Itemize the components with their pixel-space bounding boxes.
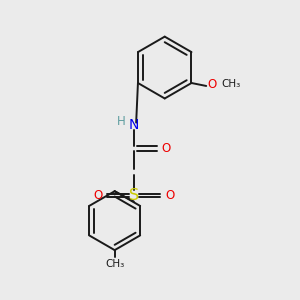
Text: CH₃: CH₃ bbox=[105, 259, 124, 269]
Text: H: H bbox=[117, 115, 126, 128]
Text: S: S bbox=[129, 188, 139, 203]
Text: O: O bbox=[93, 189, 103, 202]
Text: CH₃: CH₃ bbox=[221, 80, 240, 89]
Text: O: O bbox=[208, 78, 217, 91]
Text: O: O bbox=[165, 189, 174, 202]
Text: N: N bbox=[129, 118, 139, 132]
Text: O: O bbox=[161, 142, 170, 155]
